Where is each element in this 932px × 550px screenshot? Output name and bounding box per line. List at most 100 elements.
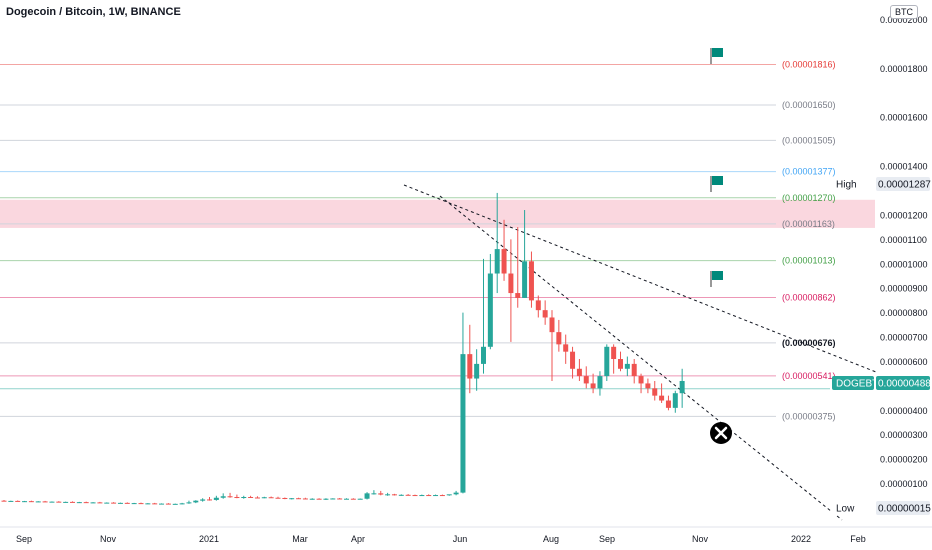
candle-body xyxy=(193,500,199,503)
x-axis[interactable]: Sep Nov 2021 Mar Apr Jun Aug Sep Nov 2022 Feb xyxy=(0,526,932,544)
level-label: (0.00001270) xyxy=(782,193,836,203)
candle-body xyxy=(1,500,7,502)
level-label: (0.00001505) xyxy=(782,135,836,145)
candle-body xyxy=(371,493,377,495)
candle-body xyxy=(501,249,507,274)
candle-body xyxy=(186,502,192,504)
candle-body xyxy=(172,503,178,505)
candle-body xyxy=(213,497,219,500)
level-label: (0.00001163) xyxy=(782,219,835,229)
candle-body xyxy=(385,494,391,496)
candle-body xyxy=(522,261,528,298)
high-tag-value-bg xyxy=(876,177,930,191)
y-tick-label: 0.00001400 xyxy=(880,162,928,172)
y-axis[interactable]: 0.00000100 0.00000200 0.00000300 0.00000400… xyxy=(880,15,928,489)
candle-body xyxy=(63,501,69,503)
flag-icon xyxy=(712,176,723,185)
candle-body xyxy=(535,300,541,311)
currency-badge[interactable]: BTC xyxy=(890,5,918,19)
current-price-tag-value: 0.00000488 xyxy=(878,379,931,390)
trendline-lower xyxy=(439,195,843,521)
y-tick-label: 0.00000700 xyxy=(880,333,928,343)
candle-body xyxy=(227,496,233,498)
chart-title: Dogecoin / Bitcoin, 1W, BINANCE xyxy=(6,6,181,18)
x-tick-label: 2022 xyxy=(791,534,811,544)
candle-body xyxy=(460,354,466,493)
candle-body xyxy=(254,497,260,499)
candles xyxy=(1,192,685,505)
low-tag-value: 0.00000015 xyxy=(878,504,931,515)
flag-icon xyxy=(712,271,723,280)
x-tick-label: Sep xyxy=(16,534,32,544)
candle-body xyxy=(576,368,582,377)
candle-body xyxy=(679,380,685,394)
candle-body xyxy=(665,400,671,408)
high-tag-label-bg xyxy=(832,177,872,191)
candle-body xyxy=(117,502,123,504)
y-tick-label: 0.00001100 xyxy=(880,235,927,245)
candle-body xyxy=(22,501,28,503)
candle-body xyxy=(138,503,144,505)
x-tick-label: Jun xyxy=(453,534,468,544)
candle-body xyxy=(296,498,302,500)
x-tick-label: Nov xyxy=(692,534,709,544)
candle-body xyxy=(453,492,459,495)
y-tick-label: 0.00000800 xyxy=(880,308,928,318)
level-label: (0.00000862) xyxy=(782,292,836,302)
candle-body xyxy=(515,293,521,298)
x-tick-label: Nov xyxy=(100,534,117,544)
high-tag-value: 0.00001287 xyxy=(878,180,931,191)
y-tick-label: 0.00001200 xyxy=(880,210,928,220)
level-label: (0.00000375) xyxy=(782,411,836,421)
candle-body xyxy=(638,376,644,384)
level-label: (0.00000676) xyxy=(782,338,836,348)
candle-body xyxy=(179,503,185,505)
candle-body xyxy=(570,351,576,369)
low-tag-label: Low xyxy=(836,504,855,515)
candle-body xyxy=(289,498,295,500)
y-tick-label: 0.00001000 xyxy=(880,259,928,269)
candle-body xyxy=(597,376,603,389)
x-tick-label: Mar xyxy=(292,534,308,544)
level-label: (0.00000541) xyxy=(782,371,836,381)
candle-body xyxy=(268,497,274,499)
flags xyxy=(710,48,723,287)
candle-body xyxy=(145,503,151,505)
candle-body xyxy=(104,502,110,504)
current-price-tag-label-bg xyxy=(832,376,874,390)
candle-body xyxy=(200,499,206,501)
y-tick-label: 0.00000900 xyxy=(880,284,928,294)
candle-body xyxy=(302,498,308,500)
x-tick-label: Apr xyxy=(351,534,365,544)
candle-body xyxy=(309,498,315,500)
candle-body xyxy=(645,383,651,389)
y-tick-label: 0.00000300 xyxy=(880,430,928,440)
candle-body xyxy=(357,498,363,500)
candle-body xyxy=(528,261,534,301)
candle-body xyxy=(590,383,596,389)
candle-body xyxy=(344,498,349,500)
candle-body xyxy=(131,503,137,505)
candle-body xyxy=(549,317,555,333)
candle-body xyxy=(90,502,96,504)
candle-body xyxy=(364,493,370,499)
x-tick-label: 2021 xyxy=(199,534,219,544)
resistance-zone xyxy=(0,199,875,228)
candle-body xyxy=(220,496,226,498)
candle-body xyxy=(275,497,281,499)
y-tick-label: 0.00000200 xyxy=(880,455,928,465)
candle-body xyxy=(604,346,610,377)
close-icon xyxy=(714,426,728,440)
current-price-tag-label: DOGEBTC xyxy=(836,379,885,390)
horizontal-levels: (0.00001816) (0.00001650) (0.00001505) (0.0… xyxy=(0,59,836,421)
level-label: (0.00001816) xyxy=(782,59,836,69)
y-tick-label: 0.00002000 xyxy=(880,15,928,25)
trendline-upper xyxy=(403,184,877,373)
candle-body xyxy=(159,503,165,505)
candle-body xyxy=(412,495,418,497)
candle-body xyxy=(330,498,336,500)
candle-body xyxy=(419,495,425,497)
candle-body xyxy=(165,503,171,505)
